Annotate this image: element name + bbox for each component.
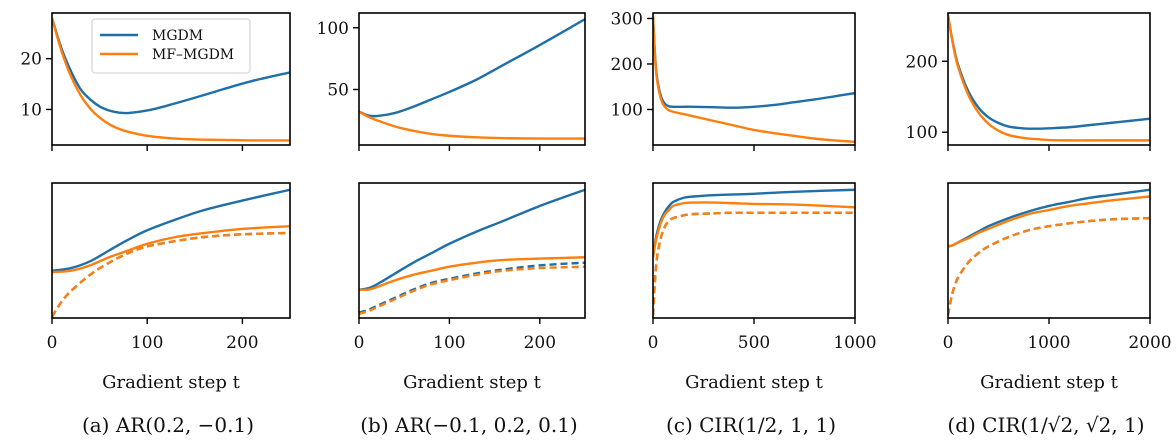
panel-c-bottom-plot: 0 500 1000 (648, 182, 877, 353)
pb-bot-frame (358, 182, 586, 319)
pd-top-frame (947, 12, 1151, 146)
x-tick-label: 100 (131, 333, 163, 353)
panel-b: 50 100 0 100 200 Gradient step t (b) AR(−0.1, … (317, 12, 586, 437)
x-axis-label: Gradient step t (403, 372, 542, 393)
pa-top-line-mgdm (52, 17, 290, 115)
pa-top-frame (51, 12, 291, 146)
pa-bot-line-mf-mgdm (52, 225, 290, 274)
pd-bot-frame (947, 182, 1151, 319)
subfigure-caption: (a) AR(0.2, −0.1) (82, 413, 254, 437)
y-tick-label: 100 (611, 100, 643, 120)
panel-a-top-plot: 10 20 (20, 12, 291, 151)
y-tick-label: 50 (327, 80, 349, 100)
y-tick-label: 100 (906, 123, 938, 143)
pb-bot-line-mf-mgdm (359, 256, 585, 292)
pc-top-frame (652, 12, 856, 146)
y-tick-label: 200 (611, 55, 643, 75)
subfigure-caption: (b) AR(−0.1, 0.2, 0.1) (360, 413, 577, 437)
x-tick-label: 0 (648, 333, 659, 353)
pa-bot-line-mf-mgdm-dashed (52, 231, 290, 318)
x-tick-label: 0 (47, 333, 58, 353)
pa-bot-line-mgdm (52, 188, 290, 272)
x-tick-label: 200 (226, 333, 258, 353)
x-tick-label: 0 (943, 333, 954, 353)
pc-top-line-mf-mgdm (653, 16, 855, 144)
x-tick-label: 500 (738, 333, 770, 353)
y-tick-label: 200 (906, 52, 938, 72)
pd-bot-line-mf-mgdm (948, 195, 1150, 248)
y-tick-label: 20 (20, 50, 42, 70)
panel-b-bottom-plot: 0 100 200 (354, 182, 586, 353)
panel-d-top-plot: 100 200 (906, 12, 1151, 151)
legend-box (91, 18, 251, 74)
x-tick-label: 1000 (1027, 333, 1070, 353)
x-tick-label: 2000 (1128, 333, 1171, 353)
pd-top-line-mf-mgdm (948, 14, 1150, 142)
y-tick-label: 300 (611, 9, 643, 29)
x-tick-label: 200 (524, 333, 556, 353)
x-axis-label: Gradient step t (685, 372, 824, 393)
pb-bot-line-mgdm (359, 188, 585, 291)
pd-bot-line-mf-mgdm-dashed (948, 216, 1150, 316)
legend-label-mf-mgdm: MF–MGDM (152, 47, 234, 63)
x-tick-label: 1000 (833, 333, 876, 353)
pb-top-line-mgdm (359, 18, 585, 118)
pd-bot-line-mgdm (948, 188, 1150, 248)
legend-label-mgdm: MGDM (152, 28, 203, 44)
pb-top-line-mf-mgdm (359, 110, 585, 140)
y-tick-label: 100 (317, 19, 349, 39)
subfigure-caption: (d) CIR(1/√2, √2, 1) (947, 413, 1144, 437)
x-axis-label: Gradient step t (980, 372, 1119, 393)
pa-bot-line-mgdm-dashed (52, 231, 290, 318)
pb-bot-line-mgdm-dashed (359, 261, 585, 314)
pc-bot-line-mf-mgdm (653, 201, 855, 258)
legend: MGDM MF–MGDM (91, 18, 251, 74)
pc-top-line-mgdm (653, 16, 855, 109)
x-tick-label: 0 (354, 333, 365, 353)
panel-a-bottom-plot: 0 100 200 (47, 182, 291, 353)
pc-bot-line-mgdm-dashed (653, 211, 855, 316)
panel-d-bottom-plot: 0 1000 2000 (943, 182, 1172, 353)
panel-c-top-plot: 100 200 300 (611, 9, 856, 151)
pc-bot-line-mf-mgdm-dashed (653, 211, 855, 316)
pa-top-line-mf-mgdm (52, 17, 290, 142)
pb-bot-line-mf-mgdm-dashed (359, 265, 585, 316)
x-tick-label: 100 (433, 333, 465, 353)
x-axis-label: Gradient step t (102, 372, 241, 393)
panel-b-top-plot: 50 100 (317, 12, 586, 151)
subfigure-caption: (c) CIR(1/2, 1, 1) (666, 413, 836, 437)
pc-bot-line-mgdm (653, 188, 855, 258)
pb-top-frame (358, 12, 586, 146)
y-tick-label: 10 (20, 100, 42, 120)
pa-bot-frame (51, 182, 291, 319)
panel-c: 100 200 300 0 500 1000 Gradient step t (c) CIR(… (611, 9, 877, 437)
